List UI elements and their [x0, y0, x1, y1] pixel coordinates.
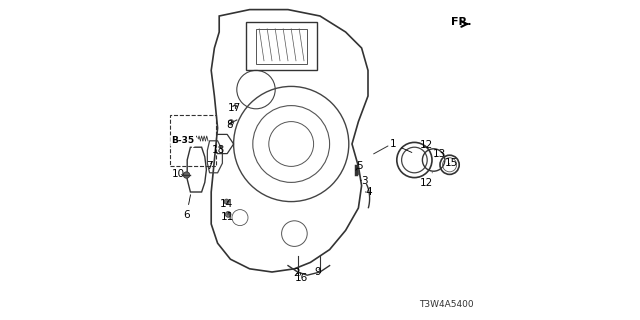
Text: 7: 7: [205, 161, 212, 171]
Text: 2: 2: [294, 268, 300, 278]
Text: 18: 18: [212, 145, 225, 155]
Circle shape: [224, 199, 229, 204]
Text: 1: 1: [390, 139, 412, 152]
Text: 17: 17: [228, 103, 241, 113]
Circle shape: [225, 212, 231, 217]
Bar: [246, 22, 317, 70]
Text: 11: 11: [221, 212, 234, 222]
Text: 8: 8: [227, 120, 233, 131]
Text: 15: 15: [445, 157, 458, 168]
Bar: [170, 115, 216, 166]
Text: 5: 5: [356, 161, 362, 171]
Text: 12: 12: [420, 140, 433, 150]
Text: 10: 10: [172, 169, 185, 180]
Text: 14: 14: [220, 199, 233, 209]
Text: 16: 16: [295, 273, 308, 283]
Text: T3W4A5400: T3W4A5400: [419, 300, 474, 309]
Bar: [355, 166, 358, 174]
Text: 6: 6: [183, 195, 191, 220]
Text: 12: 12: [420, 173, 433, 188]
Circle shape: [184, 172, 189, 178]
Bar: [256, 29, 307, 64]
Text: 4: 4: [365, 187, 372, 197]
Text: FR.: FR.: [451, 17, 471, 28]
Text: 9: 9: [314, 267, 321, 277]
Text: 3: 3: [361, 176, 367, 186]
Text: 13: 13: [433, 149, 445, 159]
Text: B-35: B-35: [172, 136, 195, 145]
